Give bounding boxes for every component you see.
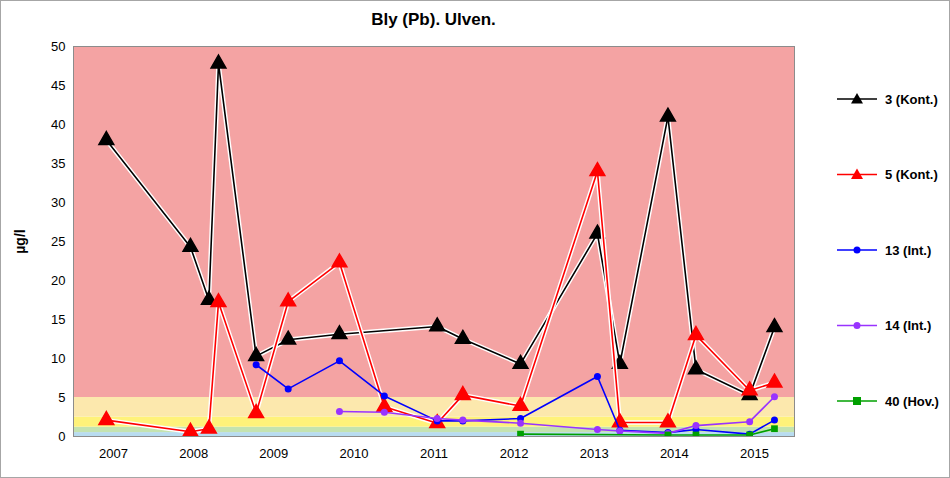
- svg-text:2013: 2013: [580, 446, 609, 461]
- html-text:Bly (Pb). Ulven.: Bly (Pb). Ulven.: [371, 10, 496, 29]
- svg-text:45: 45: [51, 78, 65, 93]
- svg-text:20: 20: [51, 273, 65, 288]
- svg-text:25: 25: [51, 234, 65, 249]
- svg-text:5: 5: [58, 390, 65, 405]
- svg-text:50: 50: [51, 39, 65, 54]
- svg-text:14 (Int.): 14 (Int.): [885, 318, 931, 333]
- svg-text:2012: 2012: [500, 446, 529, 461]
- svg-text:µg/l: µg/l: [12, 229, 28, 253]
- svg-text:40 (Hov.): 40 (Hov.): [885, 394, 939, 409]
- svg-text:2015: 2015: [740, 446, 769, 461]
- svg-text:3 (Kont.): 3 (Kont.): [885, 92, 938, 107]
- svg-text:0: 0: [58, 429, 65, 444]
- svg-text:2009: 2009: [259, 446, 288, 461]
- svg-text:15: 15: [51, 312, 65, 327]
- svg-text:2008: 2008: [179, 446, 208, 461]
- svg-text:2010: 2010: [339, 446, 368, 461]
- svg-text:40: 40: [51, 117, 65, 132]
- svg-text:2011: 2011: [420, 446, 448, 461]
- svg-text:30: 30: [51, 195, 65, 210]
- svg-text:10: 10: [51, 351, 65, 366]
- svg-text:5 (Kont.): 5 (Kont.): [885, 167, 938, 182]
- svg-text:2007: 2007: [99, 446, 128, 461]
- svg-text:2014: 2014: [660, 446, 689, 461]
- svg-text:35: 35: [51, 156, 65, 171]
- svg-text:13 (Int.): 13 (Int.): [885, 243, 931, 258]
